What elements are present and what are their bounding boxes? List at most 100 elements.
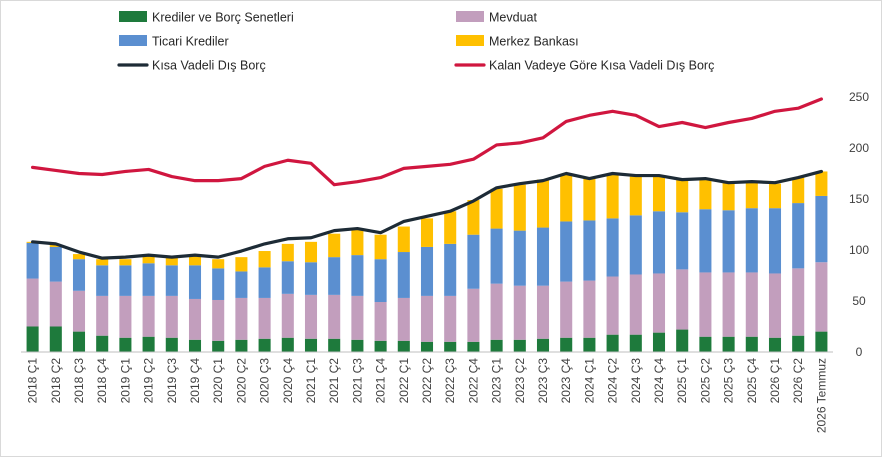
bar-segment-s3-24: [583, 178, 596, 221]
lines-layer: [31, 97, 824, 260]
x-tick-label: 2023 Ç2: [513, 358, 527, 404]
x-tick-label: 2019 Ç2: [142, 358, 156, 404]
bar-segment-s0-11: [281, 337, 294, 352]
x-tick-label: 2020 Ç3: [258, 358, 272, 404]
bar-segment-s0-26: [629, 334, 642, 352]
x-axis: 2018 Ç1 2018 Ç2 2018 Ç3 2018 Ç4 2019 Ç1 2019 …: [21, 351, 833, 433]
bar-segment-s1-23: [560, 281, 573, 338]
bar-segment-s3-12: [304, 241, 318, 263]
bar-segment-s0-8: [212, 340, 225, 352]
bar-segment-s1-0: [26, 278, 39, 327]
bar-segment-s0-5: [142, 336, 155, 352]
bar-segment-s1-15: [374, 302, 387, 341]
legend-label-2: Ticari Krediler: [152, 35, 229, 49]
bar-segment-s3-27: [652, 176, 666, 212]
legend-swatch-1: [456, 11, 484, 22]
bar-segment-s0-33: [792, 335, 805, 352]
legend-swatch-2: [119, 35, 147, 46]
bar-segment-s2-24: [583, 220, 596, 281]
bar-segment-s2-12: [304, 262, 318, 295]
bar-segment-s1-28: [676, 269, 689, 330]
bar-segment-s3-13: [328, 233, 341, 258]
bar-segment-s1-4: [119, 295, 132, 338]
bar-segment-s3-14: [351, 229, 364, 256]
bar-segment-s1-27: [652, 273, 666, 333]
bar-segment-s3-22: [536, 179, 550, 228]
bar-segment-s2-20: [490, 228, 503, 284]
bar-segment-s2-23: [560, 221, 573, 282]
bar-segment-s3-28: [676, 179, 689, 213]
bar-segment-s2-15: [374, 259, 387, 303]
y-tick-label: 0: [856, 345, 863, 359]
x-tick-label: 2018 Ç2: [49, 358, 63, 404]
bar-segment-s3-25: [606, 174, 619, 219]
bar-segment-s2-32: [768, 208, 782, 274]
bar-segment-s1-32: [768, 273, 782, 338]
bar-segment-s0-24: [583, 337, 596, 352]
bar-segment-s0-4: [119, 337, 132, 352]
bar-segment-s3-2: [72, 254, 86, 260]
bar-segment-s3-20: [490, 188, 503, 229]
x-tick-label: 2021 Ç1: [304, 358, 318, 404]
bar-segment-s3-11: [281, 243, 294, 262]
series-line-1: [31, 97, 824, 187]
bar-segment-s0-14: [351, 339, 364, 352]
x-tick-label: 2025 Ç1: [675, 358, 689, 404]
bar-segment-s1-12: [304, 294, 318, 339]
bar-segment-s0-18: [444, 341, 457, 352]
bar-segment-s3-23: [560, 174, 573, 222]
bar-segment-s2-7: [188, 265, 202, 299]
x-tick-label: 2026 Ç1: [768, 358, 782, 404]
bar-segment-s0-6: [165, 337, 178, 352]
x-tick-label: 2018 Ç3: [72, 358, 86, 404]
bar-segment-s1-3: [96, 295, 109, 336]
x-tick-label: 2018 Ç1: [26, 358, 40, 404]
bar-segment-s3-29: [699, 179, 712, 210]
bar-segment-s3-33: [792, 177, 805, 204]
bar-segment-s1-10: [258, 297, 271, 339]
x-tick-label: 2023 Ç1: [490, 358, 504, 404]
bar-segment-s0-31: [745, 336, 758, 352]
legend-swatch-0: [119, 11, 147, 22]
bar-segment-s3-21: [513, 184, 526, 231]
bar-segment-s1-25: [606, 276, 619, 335]
bar-segment-s0-1: [49, 326, 62, 352]
bar-segment-s1-19: [467, 288, 480, 342]
bar-segment-s1-14: [351, 295, 364, 340]
bar-segment-s3-1: [49, 244, 62, 247]
bar-segment-s1-18: [444, 295, 457, 342]
bar-segment-s3-26: [629, 176, 642, 216]
bar-segment-s1-31: [745, 272, 758, 337]
x-tick-label: 2024 Ç4: [652, 358, 666, 404]
legend-swatch-3: [456, 35, 484, 46]
bar-segment-s0-0: [26, 326, 39, 352]
bar-segment-s2-6: [165, 265, 178, 296]
x-tick-label: 2023 Ç4: [559, 358, 573, 404]
legend-label-5: Kalan Vadeye Göre Kısa Vadeli Dış Borç: [489, 59, 714, 73]
bar-segment-s2-17: [420, 246, 434, 296]
y-axis: 0 50 100 150 200 250: [849, 90, 869, 359]
bar-segment-s1-8: [212, 299, 225, 341]
bar-segment-s3-19: [467, 200, 480, 235]
bar-segment-s2-33: [792, 203, 805, 269]
bar-segment-s2-3: [96, 265, 109, 296]
bar-segment-s0-23: [560, 337, 573, 352]
bar-segment-s0-9: [235, 339, 248, 352]
bar-segment-s3-32: [768, 183, 782, 209]
x-tick-label: 2020 Ç4: [281, 358, 295, 404]
bar-segment-s2-27: [652, 211, 666, 274]
bar-segment-s0-22: [536, 338, 550, 352]
x-tick-label: 2025 Ç4: [745, 358, 759, 404]
x-tick-label: 2021 Ç4: [374, 358, 388, 404]
series-line-0: [31, 169, 824, 260]
bar-segment-s1-16: [397, 297, 410, 341]
legend: Krediler ve Borç Senetleri Ticari Kredile…: [117, 11, 714, 73]
bar-segment-s1-5: [142, 295, 155, 337]
x-tick-label: 2022 Ç3: [443, 358, 457, 404]
y-tick-label: 50: [852, 294, 866, 308]
bar-segment-s3-16: [397, 226, 410, 253]
x-tick-label: 2024 Ç1: [582, 358, 596, 404]
legend-label-3: Merkez Bankası: [489, 35, 579, 49]
x-tick-label: 2025 Ç3: [722, 358, 736, 404]
